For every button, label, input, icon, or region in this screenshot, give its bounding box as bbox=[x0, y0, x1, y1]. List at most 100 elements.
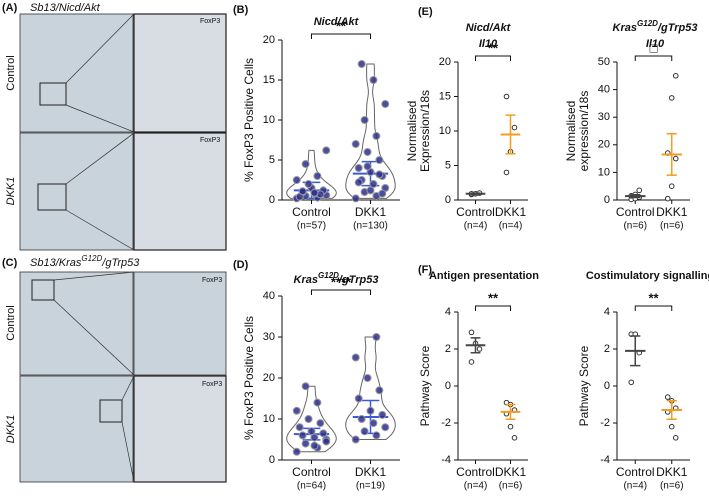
data-point bbox=[636, 187, 643, 194]
y-tick-label: 0 bbox=[269, 454, 275, 466]
data-point bbox=[351, 353, 360, 362]
data-point bbox=[351, 194, 360, 203]
title-part: /gTrp53 bbox=[101, 257, 140, 269]
significance: **** bbox=[331, 274, 352, 289]
data-point bbox=[301, 439, 310, 448]
data-point bbox=[292, 447, 301, 456]
n-label: (n=57) bbox=[297, 221, 326, 232]
y-tick-label: 4 bbox=[604, 306, 610, 318]
inset-label: FoxP3 bbox=[200, 18, 220, 25]
panel-label: (A) bbox=[2, 2, 18, 14]
y-axis-label: Normalised bbox=[405, 101, 419, 162]
data-point bbox=[301, 382, 310, 391]
x-tick-label: DKK1 bbox=[656, 465, 688, 479]
significance: ** bbox=[488, 290, 499, 305]
y-tick-label: 0 bbox=[445, 380, 451, 392]
n-label: (n=4) bbox=[464, 221, 488, 232]
data-point bbox=[476, 346, 483, 352]
data-point bbox=[295, 423, 304, 432]
panel-label: (D) bbox=[233, 259, 249, 271]
data-point bbox=[369, 419, 378, 428]
data-point bbox=[292, 176, 301, 184]
x-tick-label: Control bbox=[292, 205, 331, 219]
data-point bbox=[351, 140, 360, 148]
chart: (B) Nicd/Akt 0 5 10 15 20 % FoxP3 Positive Cell… bbox=[233, 4, 400, 232]
x-tick-label: DKK1 bbox=[355, 465, 387, 479]
title-part: Nicd/Akt bbox=[466, 22, 512, 34]
y-tick-label: 40 bbox=[598, 84, 610, 96]
n-label: (n=6) bbox=[499, 481, 523, 492]
error-bar bbox=[505, 114, 516, 155]
error-bar bbox=[470, 337, 481, 354]
panel-title: Sb13/Nicd/Akt bbox=[30, 2, 101, 14]
data-point bbox=[366, 406, 375, 415]
data-point bbox=[378, 410, 387, 419]
y-tick-label: 2 bbox=[604, 343, 610, 355]
chart-title: Nicd/Akt bbox=[314, 16, 360, 28]
error-bar bbox=[630, 335, 641, 367]
y-tick-label: 5 bbox=[445, 159, 451, 171]
chart: (F)Antigen presentation -4 -2 0 2 4 Pathway Sc… bbox=[418, 264, 539, 492]
n-label: (n=64) bbox=[297, 481, 326, 492]
y-axis-label: expression/18s bbox=[577, 91, 591, 172]
n-label: (n=6) bbox=[660, 481, 684, 492]
inset-label: FoxP3 bbox=[202, 277, 222, 284]
y-axis-label: Pathway Score bbox=[577, 345, 591, 426]
error-bar bbox=[666, 400, 677, 421]
chart-subtitle: Il10 bbox=[646, 38, 665, 50]
x-tick-label: DKK1 bbox=[656, 205, 688, 219]
y-tick-label: 15 bbox=[263, 74, 275, 86]
data-point bbox=[322, 437, 331, 446]
data-point bbox=[369, 180, 378, 188]
row-label: DKK1 bbox=[5, 177, 17, 206]
data-point bbox=[322, 146, 331, 155]
significance-bracket bbox=[311, 289, 371, 295]
data-point bbox=[503, 93, 510, 100]
n-label: (n=130) bbox=[353, 221, 388, 232]
data-point bbox=[310, 188, 319, 197]
y-tick-label: 10 bbox=[598, 166, 610, 178]
x-tick-label: Control bbox=[456, 465, 495, 479]
y-axis-label: Expression/18s bbox=[418, 90, 432, 172]
micrograph bbox=[19, 375, 134, 483]
y-tick-label: -2 bbox=[441, 417, 451, 429]
x-tick-label: Control bbox=[456, 205, 495, 219]
data-point bbox=[298, 431, 307, 440]
significance: ** bbox=[336, 18, 347, 33]
row-label: Control bbox=[5, 305, 17, 340]
y-tick-label: 0 bbox=[604, 194, 610, 206]
data-point bbox=[372, 132, 381, 140]
n-label: (n=6) bbox=[623, 221, 647, 232]
inset-label: FoxP3 bbox=[202, 381, 222, 388]
data-point bbox=[363, 148, 372, 156]
y-tick-label: -4 bbox=[441, 454, 451, 466]
x-tick-label: Control bbox=[616, 465, 655, 479]
y-axis-label: Pathway Score bbox=[418, 345, 432, 426]
data-point bbox=[668, 183, 675, 189]
panel-title: Sb13/KrasG12D/gTrp53 bbox=[30, 254, 140, 269]
inset-label: FoxP3 bbox=[200, 137, 220, 144]
data-point bbox=[360, 427, 369, 436]
data-point bbox=[503, 169, 510, 176]
chart: Costimulatory signalling -4 -2 0 2 4 Pathway S… bbox=[577, 270, 709, 492]
y-axis-label: % FoxP3 Positive Cells bbox=[242, 58, 256, 182]
micrograph bbox=[19, 271, 134, 376]
chart-title: KrasG12D/gTrp53 bbox=[294, 271, 379, 286]
data-point bbox=[507, 423, 514, 430]
y-tick-label: 20 bbox=[263, 372, 275, 384]
data-point bbox=[468, 359, 475, 365]
data-point bbox=[468, 329, 475, 336]
title-superscript: G12D bbox=[318, 271, 339, 280]
error-bar bbox=[470, 192, 481, 196]
zoom-lines bbox=[65, 13, 135, 251]
data-point bbox=[292, 406, 301, 415]
chart-title: KrasG12D/gTrp53 bbox=[613, 19, 698, 34]
data-point bbox=[304, 415, 313, 423]
x-tick-label: DKK1 bbox=[495, 465, 527, 479]
row-label: DKK1 bbox=[5, 415, 17, 444]
y-axis-label: Normalised bbox=[564, 101, 578, 162]
y-tick-label: 5 bbox=[269, 154, 275, 166]
data-point bbox=[378, 189, 387, 198]
data-point bbox=[351, 435, 360, 444]
y-tick-label: 10 bbox=[263, 114, 275, 126]
